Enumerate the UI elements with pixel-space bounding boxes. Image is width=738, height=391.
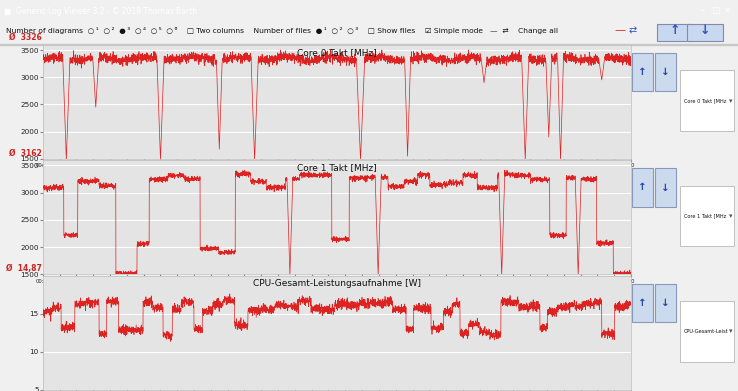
FancyBboxPatch shape <box>680 186 734 246</box>
Text: ▾: ▾ <box>729 213 733 219</box>
FancyBboxPatch shape <box>632 168 653 207</box>
Text: Core 0 Takt [MHz]: Core 0 Takt [MHz] <box>297 48 377 57</box>
Text: ↑: ↑ <box>638 183 647 192</box>
Text: CPU-Gesamt-Leist: CPU-Gesamt-Leist <box>684 329 728 334</box>
FancyBboxPatch shape <box>655 283 676 323</box>
FancyBboxPatch shape <box>655 52 676 91</box>
Bar <box>0 44 738 45</box>
Text: Ø  14,87: Ø 14,87 <box>7 264 42 273</box>
Text: CPU-Gesamt-Leistungsaufnahme [W]: CPU-Gesamt-Leistungsaufnahme [W] <box>253 279 421 288</box>
Text: ↓: ↓ <box>661 67 670 77</box>
Text: –: – <box>700 6 705 15</box>
Text: ×: × <box>724 6 731 15</box>
Text: ↓: ↓ <box>661 298 670 308</box>
Text: Core 0 Takt [MHz: Core 0 Takt [MHz <box>684 98 726 103</box>
FancyBboxPatch shape <box>680 301 734 362</box>
Text: ▾: ▾ <box>729 98 733 104</box>
Text: □: □ <box>711 6 720 15</box>
Text: ↑: ↑ <box>669 24 680 37</box>
Text: ↑: ↑ <box>638 298 647 308</box>
Text: ↓: ↓ <box>700 24 710 37</box>
FancyBboxPatch shape <box>632 52 653 91</box>
FancyBboxPatch shape <box>657 24 692 41</box>
Text: Core 1 Takt [MHz]: Core 1 Takt [MHz] <box>297 163 377 172</box>
Text: ↓: ↓ <box>661 183 670 192</box>
Text: ↑: ↑ <box>638 67 647 77</box>
Text: ⇄: ⇄ <box>628 25 636 36</box>
Text: ■  Generic Log Viewer 3.2 - © 2018 Thomas Barth: ■ Generic Log Viewer 3.2 - © 2018 Thomas… <box>4 7 198 16</box>
FancyBboxPatch shape <box>655 168 676 207</box>
FancyBboxPatch shape <box>680 70 734 131</box>
Text: Ø  3162: Ø 3162 <box>10 149 42 158</box>
Text: Ø  3326: Ø 3326 <box>10 33 42 42</box>
FancyBboxPatch shape <box>687 24 723 41</box>
Text: ▾: ▾ <box>729 328 733 335</box>
Text: Number of diagrams  ○ ¹  ○ ²  ● ³  ○ ⁴  ○ ⁵  ○ ⁶    □ Two columns    Number of f: Number of diagrams ○ ¹ ○ ² ● ³ ○ ⁴ ○ ⁵ ○… <box>6 27 558 34</box>
Text: Core 1 Takt [MHz: Core 1 Takt [MHz <box>684 213 726 219</box>
FancyBboxPatch shape <box>632 283 653 323</box>
Text: —: — <box>614 25 625 36</box>
